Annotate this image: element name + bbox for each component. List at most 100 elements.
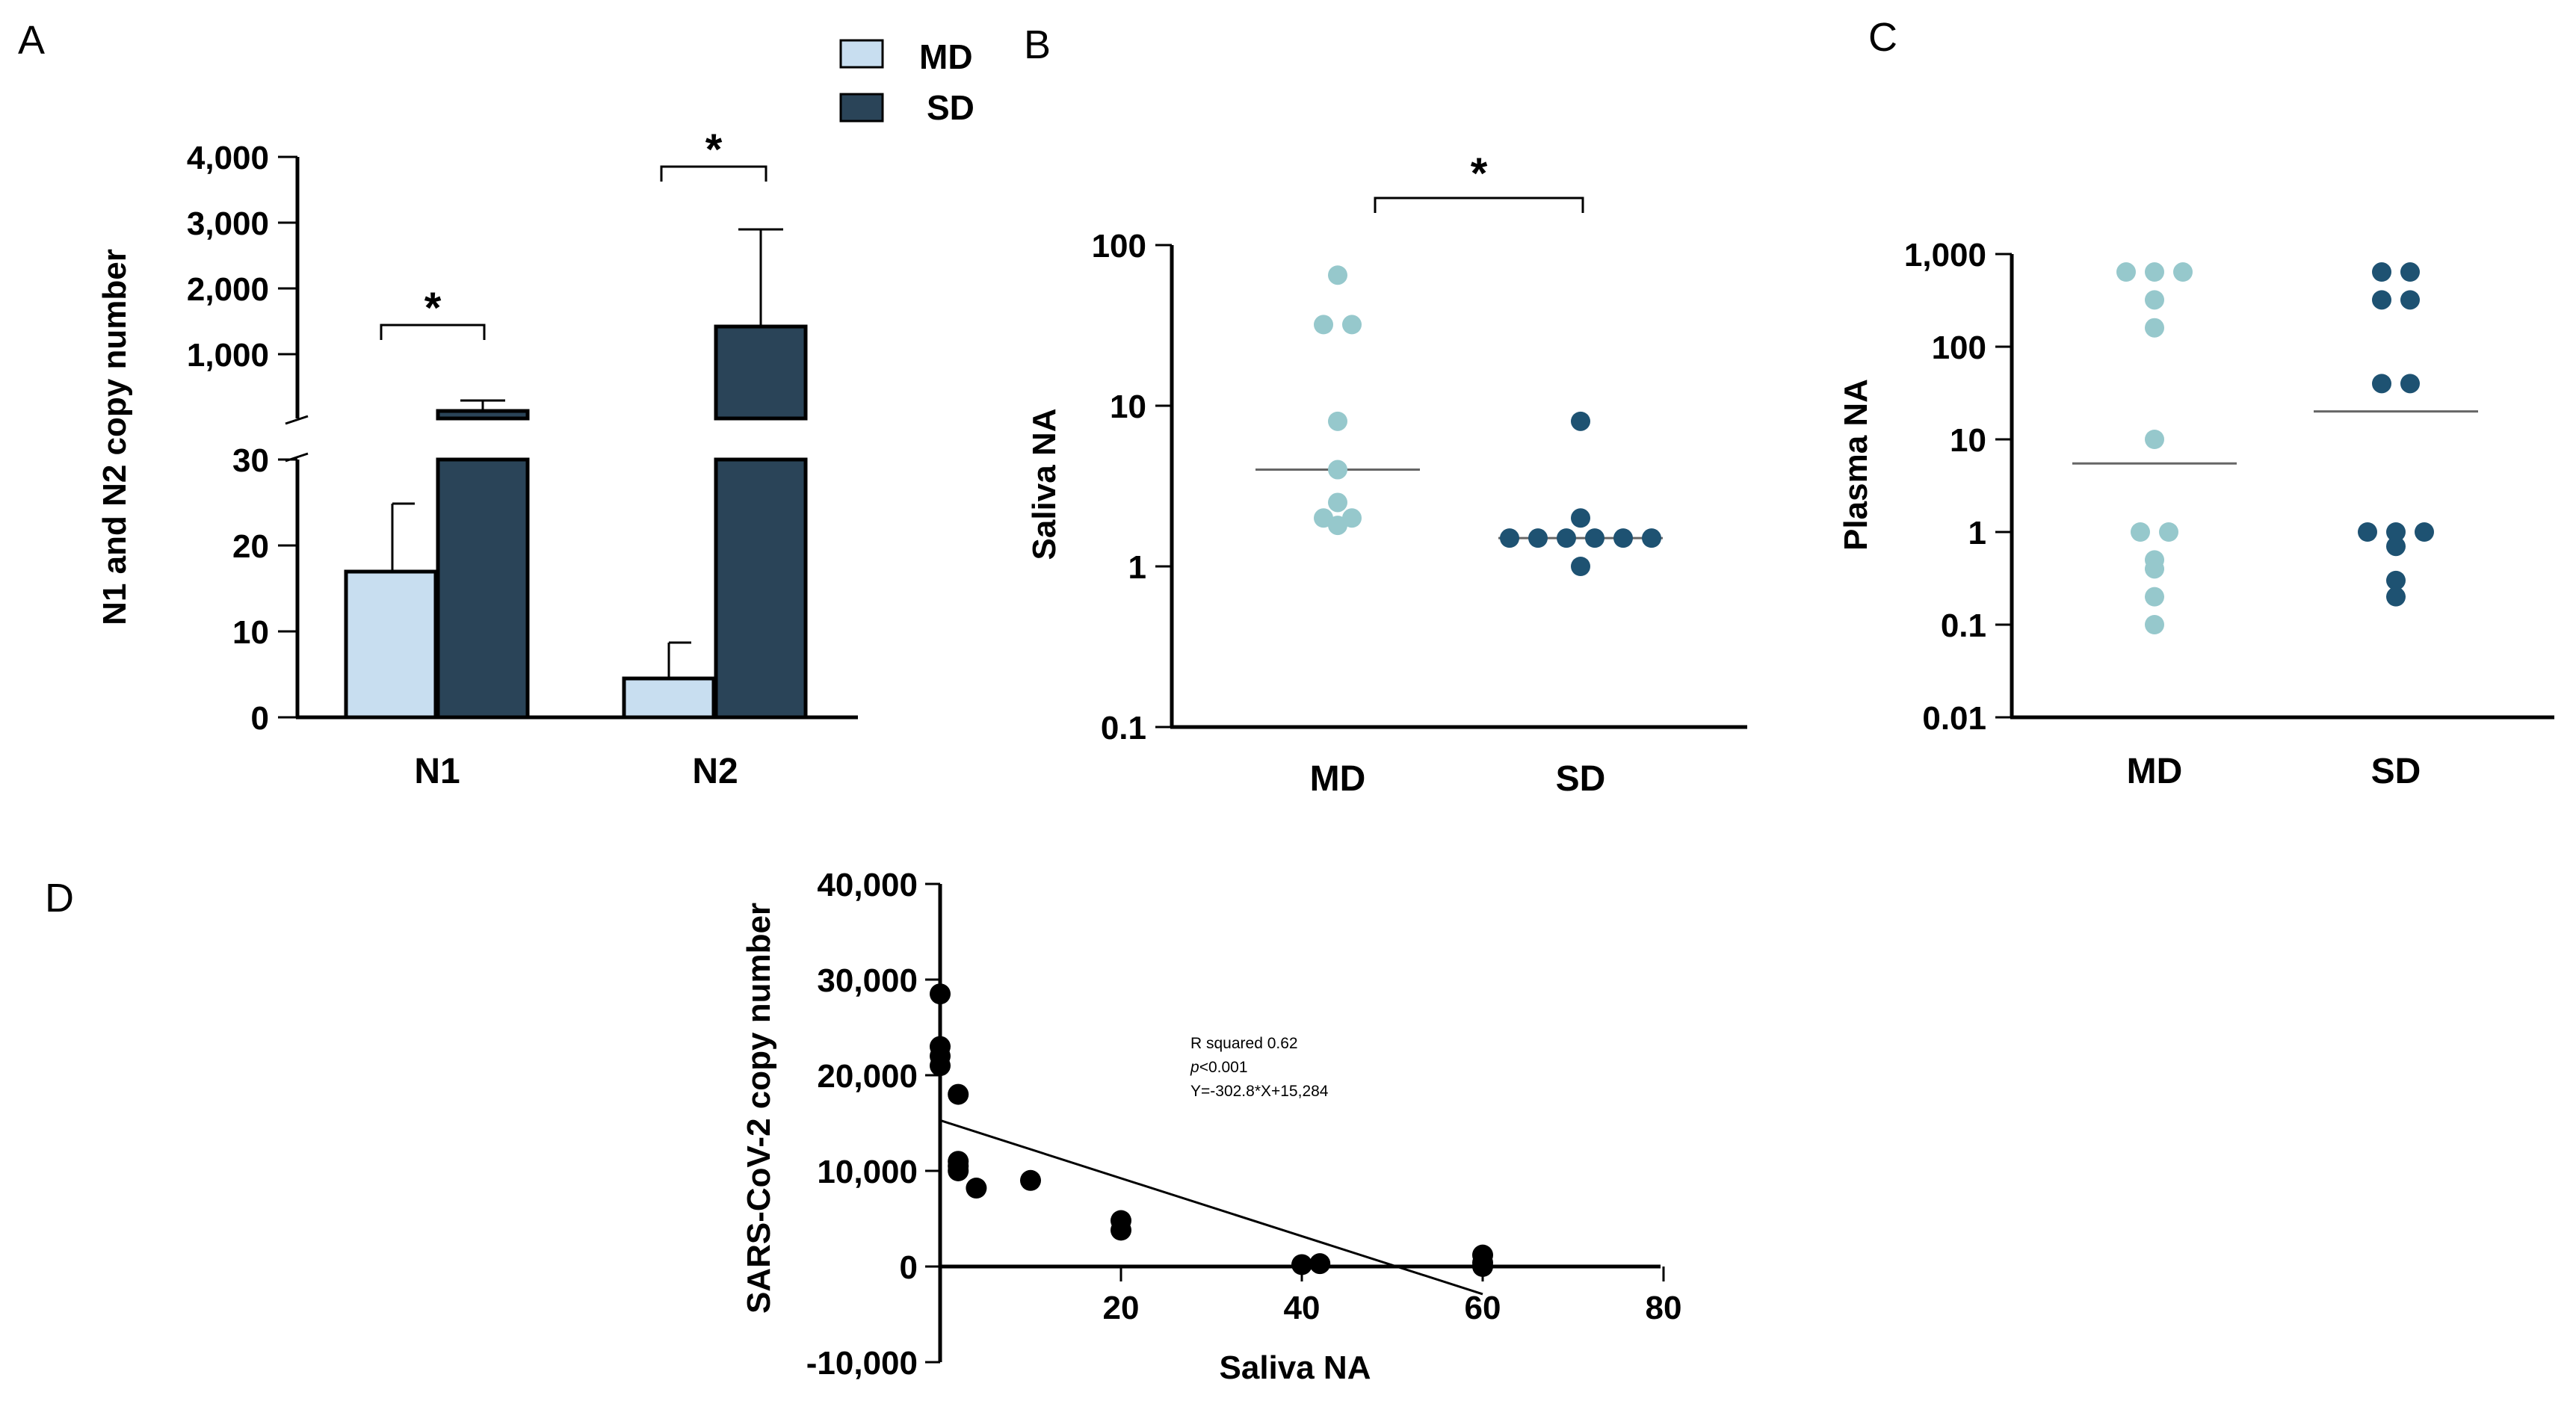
panel-c-category-sd: SD [2371, 752, 2421, 791]
panel-b-point-sd-6 [1613, 528, 1633, 548]
panel-b-sig-star: * [1471, 149, 1488, 198]
panel-b-point-sd-7 [1642, 528, 1661, 548]
panel-d-point-8 [966, 1178, 987, 1199]
panel-c-ytick-label-1: 0.1 [1941, 607, 1986, 644]
panel-d-ylabel: SARS-CoV-2 copy number [741, 903, 777, 1314]
panel-a-category-n1: N1 [414, 752, 460, 791]
panel-c-point-sd-0 [2372, 262, 2391, 282]
panel-d-point-11 [1111, 1219, 1131, 1241]
panel-c-ytick-label-4: 100 [1932, 330, 1986, 366]
panel-b-ytick-label-3: 100 [1092, 228, 1146, 265]
panel-a-ytick-20: 20 [232, 528, 269, 565]
panel-d-ytick-label-1: 0 [900, 1249, 918, 1286]
panel-a-ytick-1000: 1,000 [187, 337, 269, 374]
panel-b-ytick-label-0: 0.1 [1101, 710, 1146, 746]
panel-d-xtick-label-2: 60 [1465, 1290, 1501, 1326]
panel-c-point-md-6 [2131, 522, 2150, 542]
panel-d-point-16 [1472, 1256, 1493, 1277]
panel-b-point-md-8 [1328, 460, 1347, 480]
panel-a-ytick-3000: 3,000 [187, 205, 269, 242]
panel-c-yticks: 0.01 0.1 1 10 100 1,000 [1904, 237, 2012, 737]
panel-label-d: D [45, 876, 74, 921]
panel-a-sig-bracket-n1 [380, 324, 486, 340]
panel-a-axis-break-1 [285, 415, 309, 425]
panel-c-ylabel: Plasma NA [1838, 379, 1874, 551]
panel-c-point-sd-6 [2358, 522, 2377, 542]
panel-a-sig-star-n1: * [424, 284, 442, 333]
panel-d-annotation-p-value: <0.001 [1199, 1059, 1248, 1076]
panel-b-point-md-2 [1342, 315, 1362, 335]
panel-a-bar-chart: MD SD N1 and N2 copy number 4,000 3,000 … [96, 37, 975, 791]
panel-c-point-sd-4 [2372, 374, 2391, 394]
panel-b-point-sd-3 [1528, 528, 1548, 548]
panel-b-point-sd-2 [1500, 528, 1519, 548]
panel-a-category-n2: N2 [692, 752, 738, 791]
panel-a-ytick-30: 30 [232, 442, 269, 479]
panel-d-ticks: -10,000 0 10,000 20,000 30,000 40,000 20 40 60 80 [806, 867, 1682, 1382]
panel-b-point-sd-1 [1571, 508, 1590, 528]
panel-d-points [930, 983, 1493, 1277]
panel-c-point-md-2 [2173, 262, 2193, 282]
panel-d-point-0 [930, 983, 951, 1005]
panel-b-point-md-0 [1328, 265, 1347, 285]
panel-a-ylabel: N1 and N2 copy number [96, 249, 133, 625]
panel-c-ytick-label-2: 1 [1968, 515, 1986, 551]
panel-b-point-md-3 [1328, 411, 1347, 431]
panel-b-point-sd-5 [1585, 528, 1604, 548]
panel-d-point-7 [948, 1160, 969, 1181]
panel-b-sig-bracket [1374, 197, 1584, 213]
panel-c-point-sd-3 [2400, 290, 2420, 310]
panel-d-annotation-r2: R squared 0.62 [1190, 1035, 1298, 1052]
panel-label-a: A [18, 18, 45, 63]
panel-b-ytick-label-2: 10 [1110, 389, 1146, 425]
panel-c-ytick-label-5: 1,000 [1904, 237, 1986, 273]
legend-sd-label: SD [927, 88, 975, 127]
panel-c-scatter: Plasma NA 0.01 0.1 1 10 100 1,000 MD SD [1838, 237, 2554, 791]
panel-b-point-md-7 [1342, 508, 1362, 528]
bar-n1-sd-lower [436, 457, 530, 720]
panel-d-ytick-label-0: -10,000 [806, 1345, 918, 1382]
panel-d-ytick-label-4: 30,000 [817, 962, 918, 999]
panel-d-xtick-label-1: 40 [1284, 1290, 1321, 1326]
panel-c-point-md-3 [2145, 290, 2164, 310]
panel-a-sig-star-n2: * [705, 126, 723, 174]
panel-b-scatter: Saliva NA 0.1 1 10 100 * MD SD [1026, 149, 1747, 799]
panel-b-point-md-4 [1328, 492, 1347, 513]
panel-c-category-md: MD [2127, 752, 2183, 791]
panel-c-point-md-5 [2145, 430, 2164, 449]
panel-c-point-md-9 [2145, 559, 2164, 579]
panel-d-point-4 [948, 1083, 969, 1105]
panel-b-yticks: 0.1 1 10 100 [1092, 228, 1172, 746]
panel-c-point-md-10 [2145, 587, 2164, 607]
panel-b-category-md: MD [1310, 759, 1366, 799]
panel-c-point-sd-9 [2386, 536, 2406, 557]
panel-label-c: C [1868, 15, 1897, 60]
panel-b-ytick-label-1: 1 [1128, 549, 1146, 586]
panel-a-ytick-0: 0 [251, 700, 269, 737]
panel-c-ytick-label-3: 10 [1950, 422, 1986, 459]
panel-b-point-sd-0 [1571, 411, 1590, 431]
panel-d-ytick-label-2: 10,000 [817, 1154, 918, 1190]
panel-a-ytick-10: 10 [232, 614, 269, 651]
panel-c-points [2072, 262, 2478, 634]
panel-d-fit-line [939, 1119, 1483, 1296]
panel-d-point-13 [1309, 1253, 1331, 1275]
panel-c-point-sd-8 [2415, 522, 2434, 542]
panel-c-ytick-label-0: 0.01 [1922, 700, 1986, 737]
panel-c-point-sd-1 [2400, 262, 2420, 282]
panel-a-sig-bracket-n2 [660, 165, 767, 182]
panel-d-xtick-label-0: 20 [1103, 1290, 1140, 1326]
panel-b-ylabel: Saliva NA [1026, 409, 1063, 560]
panel-d-point-9 [1020, 1169, 1041, 1191]
panel-d-annotation-equation: Y=-302.8*X+15,284 [1190, 1083, 1329, 1100]
panel-d-point-3 [930, 1055, 951, 1077]
panel-d-ytick-label-5: 40,000 [817, 867, 918, 903]
panel-c-point-md-1 [2145, 262, 2164, 282]
panel-c-point-md-4 [2145, 318, 2164, 338]
panel-b-point-md-6 [1314, 508, 1333, 528]
bar-n1-sd-upper [436, 409, 530, 421]
panel-d-point-12 [1291, 1254, 1312, 1275]
panel-b-point-md-1 [1314, 315, 1333, 335]
legend-md-swatch [839, 39, 884, 69]
